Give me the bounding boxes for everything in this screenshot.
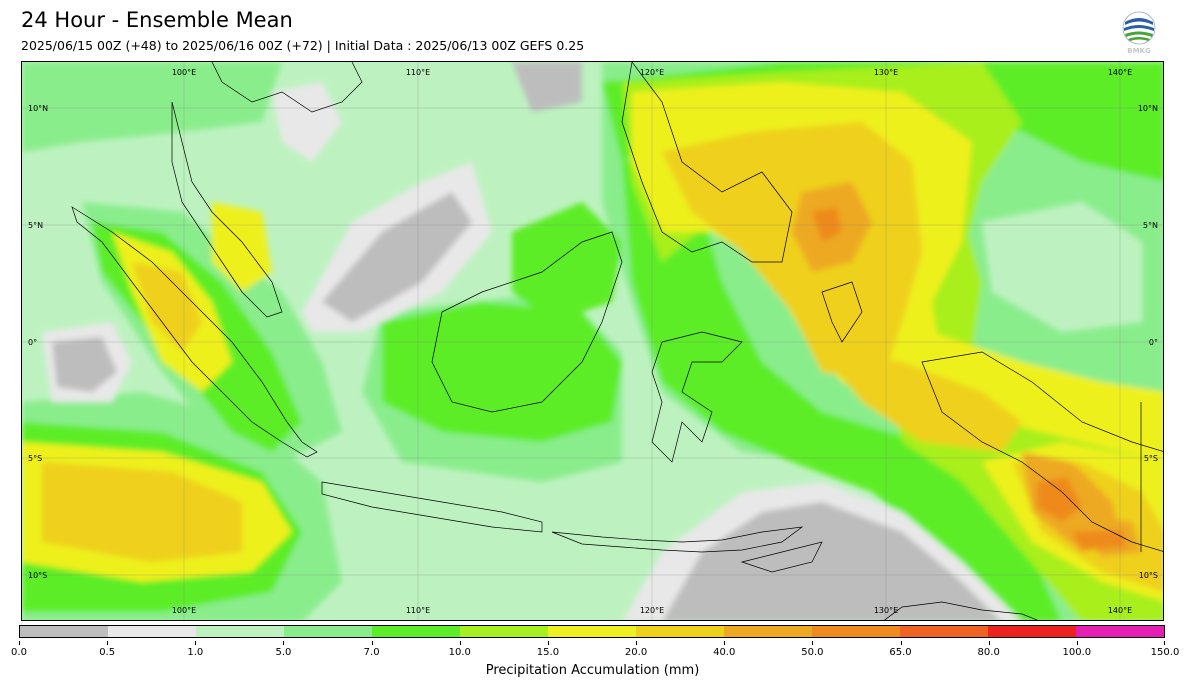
lon-label-top: 100°E — [172, 68, 196, 77]
precipitation-map: 100°E 110°E 120°E 130°E 140°E 100°E 110°… — [21, 61, 1164, 621]
colorbar-tick-label: 80.0 — [977, 647, 1000, 658]
java-coast — [321, 481, 543, 533]
timor-coast — [740, 541, 823, 573]
coastlines — [71, 62, 1163, 620]
lat-label-left: 5°S — [28, 454, 42, 463]
colorbar-segment — [548, 626, 636, 637]
colorbar-tick-label: 100.0 — [1062, 647, 1092, 658]
colorbar-tick-label: 10.0 — [448, 647, 471, 658]
precipitation-field — [22, 62, 1163, 620]
philippines-coast — [621, 62, 793, 263]
colorbar-tickmark — [636, 641, 638, 645]
lat-label-left: 5°N — [28, 221, 43, 230]
halmahera-coast — [821, 281, 863, 343]
lat-label-right: 5°N — [1143, 221, 1158, 230]
colorbar-segment — [1076, 626, 1164, 637]
lesser-sunda-coast — [551, 526, 804, 553]
sumatra-coast — [71, 206, 318, 458]
graticule — [22, 62, 1163, 620]
lon-label-bottom: 120°E — [640, 606, 664, 615]
colorbar-segment — [372, 626, 460, 637]
colorbar-tickmark — [988, 641, 990, 645]
lon-label-top: 120°E — [640, 68, 664, 77]
colorbar-tick-label: 0.5 — [99, 647, 116, 658]
colorbar-tickmark — [19, 641, 20, 645]
colorbar-tick-label: 65.0 — [889, 647, 912, 658]
colorbar-segment — [988, 626, 1076, 637]
colorbar-tick-label: 1.0 — [187, 647, 204, 658]
colorbar-segment — [460, 626, 548, 637]
colorbar-tick-label: 0.0 — [11, 647, 27, 658]
colorbar-tick-label: 15.0 — [536, 647, 560, 658]
malay-peninsula-coast — [171, 101, 283, 318]
lon-label-bottom: 140°E — [1108, 606, 1132, 615]
colorbar-tickmark — [547, 641, 549, 645]
colorbar-tick-label: 150.0 — [1150, 647, 1180, 658]
colorbar-tickmark — [724, 641, 726, 645]
colorbar-segment — [284, 626, 372, 637]
australia-coast — [884, 601, 1038, 620]
colorbar-tickmark — [283, 641, 285, 645]
colorbar-tickmark — [195, 641, 197, 645]
colorbar-tick-label: 20.0 — [624, 647, 648, 658]
map-title: 24 Hour - Ensemble Mean — [21, 8, 293, 32]
colorbar-tickmark — [900, 641, 902, 645]
colorbar-tickmark — [107, 641, 109, 645]
lon-label-top: 140°E — [1108, 68, 1132, 77]
colorbar-segment — [20, 626, 108, 637]
sulawesi-coast — [651, 331, 743, 463]
colorbar-tick-label: 40.0 — [713, 647, 736, 658]
lon-label-bottom: 130°E — [874, 606, 898, 615]
lat-label-right: 10°N — [1138, 104, 1158, 113]
grid-labels: 100°E 110°E 120°E 130°E 140°E 100°E 110°… — [28, 68, 1158, 615]
colorbar-ticks: 0.0 0.5 1.0 5.0 7.0 10.0 15.0 20.0 40.0 50.0 65.0 8… — [11, 641, 1179, 658]
colorbar-segment — [812, 626, 900, 637]
lat-label-right: 0° — [1149, 338, 1158, 347]
lat-label-right: 5°S — [1144, 454, 1158, 463]
lon-label-top: 130°E — [874, 68, 898, 77]
colorbar-tick-label: 50.0 — [801, 647, 824, 658]
colorbar-tickmark — [371, 641, 373, 645]
colorbar-segment — [196, 626, 284, 637]
lon-label-bottom: 110°E — [406, 606, 430, 615]
colorbar-tick-label: 5.0 — [275, 647, 292, 658]
colorbar-tickmark — [459, 641, 461, 645]
borneo-coast — [431, 231, 623, 413]
colorbar-tickmark — [1164, 641, 1165, 645]
precipitation-colorbar — [19, 625, 1165, 638]
lat-label-left: 10°N — [28, 104, 48, 113]
bmkg-logo: BMKG — [1119, 10, 1159, 56]
colorbar-segment — [724, 626, 812, 637]
lat-label-left: 10°S — [28, 571, 47, 580]
lon-label-top: 110°E — [406, 68, 430, 77]
lat-label-left: 0° — [28, 338, 37, 347]
lon-label-bottom: 100°E — [172, 606, 196, 615]
colorbar-tickmark — [1076, 641, 1078, 645]
lat-label-right: 10°S — [1139, 571, 1158, 580]
colorbar-segment — [900, 626, 988, 637]
colorbar-label: Precipitation Accumulation (mm) — [485, 663, 700, 678]
colorbar-tickmark — [812, 641, 814, 645]
indochina-coast — [211, 62, 363, 113]
colorbar-segment — [636, 626, 724, 637]
colorbar-tick-label: 7.0 — [363, 647, 380, 658]
map-subtitle: 2025/06/15 00Z (+48) to 2025/06/16 00Z (… — [21, 38, 585, 53]
colorbar-segment — [108, 626, 196, 637]
bmkg-logo-text: BMKG — [1127, 47, 1151, 55]
new-guinea-coast — [921, 351, 1163, 552]
